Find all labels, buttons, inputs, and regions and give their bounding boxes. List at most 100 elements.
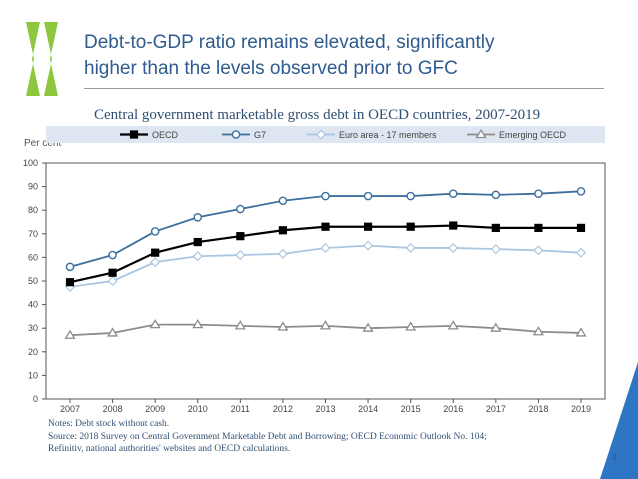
legend-marker xyxy=(231,130,241,139)
data-point xyxy=(449,221,458,230)
legend-marker xyxy=(315,129,327,140)
data-point xyxy=(575,327,587,337)
series-oecd xyxy=(65,221,586,287)
data-point xyxy=(108,250,117,260)
data-point xyxy=(277,321,289,331)
data-point xyxy=(406,222,415,231)
legend-item: OECD xyxy=(120,130,179,140)
data-point xyxy=(192,318,204,329)
data-point xyxy=(533,245,544,256)
data-point xyxy=(532,326,544,336)
data-point xyxy=(448,189,458,198)
data-point xyxy=(235,249,246,261)
data-point xyxy=(575,247,587,258)
data-point xyxy=(107,327,119,337)
y-tick-label: 80 xyxy=(28,205,38,215)
legend-label: Emerging OECD xyxy=(499,130,567,140)
x-tick-label: 2019 xyxy=(571,404,591,414)
data-point xyxy=(236,204,245,214)
data-point xyxy=(363,191,373,201)
data-point xyxy=(321,222,330,231)
y-tick-label: 60 xyxy=(28,252,38,262)
x-tick-label: 2016 xyxy=(443,404,463,414)
data-point xyxy=(576,223,586,233)
slide-title-line1: Debt-to-GDP ratio remains elevated, sign… xyxy=(84,32,495,53)
data-point xyxy=(321,191,330,201)
y-tick-label: 10 xyxy=(28,370,38,380)
legend-item: G7 xyxy=(222,130,266,140)
data-point xyxy=(362,322,374,332)
legend-item: Emerging OECD xyxy=(467,128,567,140)
corner-accent xyxy=(600,362,638,479)
notes-line: Notes: Debt stock without cash. xyxy=(48,419,170,429)
data-point xyxy=(534,223,543,233)
y-tick-label: 0 xyxy=(33,394,38,404)
x-tick-label: 2013 xyxy=(315,404,335,414)
data-point xyxy=(150,257,161,268)
data-point xyxy=(534,189,543,198)
y-tick-label: 50 xyxy=(28,276,38,286)
data-point xyxy=(149,318,161,329)
y-tick-label: 40 xyxy=(28,300,38,310)
data-point xyxy=(65,278,75,287)
data-point xyxy=(363,240,374,251)
data-point xyxy=(65,262,75,272)
data-point xyxy=(278,226,288,235)
data-point xyxy=(108,268,117,277)
x-tick-label: 2007 xyxy=(60,404,80,414)
data-point xyxy=(64,329,76,339)
legend-label: OECD xyxy=(152,130,179,140)
x-tick-label: 2008 xyxy=(103,404,123,414)
data-point xyxy=(278,196,288,206)
legend-item: Euro area - 17 members xyxy=(307,129,437,140)
data-point xyxy=(491,223,500,233)
data-point xyxy=(151,248,160,257)
data-point xyxy=(490,244,501,255)
data-point xyxy=(363,222,373,231)
data-point xyxy=(448,242,459,254)
data-point xyxy=(150,227,160,236)
x-tick-label: 2012 xyxy=(273,404,293,414)
legend-marker xyxy=(129,130,139,139)
y-tick-label: 90 xyxy=(28,182,38,192)
data-point xyxy=(277,248,288,259)
slide-title-line2: higher than the levels observed prior to… xyxy=(84,58,458,79)
data-point xyxy=(193,212,203,222)
data-point xyxy=(406,191,415,201)
series-euro-area-17-members xyxy=(64,240,587,292)
page-number: 4 xyxy=(612,452,618,462)
notes-block: Notes: Debt stock without cash. Source: … xyxy=(48,418,588,456)
x-tick-label: 2018 xyxy=(528,404,548,414)
title-divider xyxy=(84,88,604,89)
data-point xyxy=(576,187,586,196)
series-emerging-oecd xyxy=(64,318,587,339)
source-line-continued: Refinitiv, national authorities' website… xyxy=(48,444,291,454)
series-g7 xyxy=(65,187,586,272)
slide-title: Debt-to-GDP ratio remains elevated, sign… xyxy=(84,30,604,82)
data-point xyxy=(405,242,416,254)
data-point xyxy=(490,322,502,332)
y-tick-label: 30 xyxy=(28,323,38,333)
source-line: Source: 2018 Survey on Central Governmen… xyxy=(48,431,487,442)
data-point xyxy=(447,320,459,330)
x-tick-label: 2011 xyxy=(231,404,250,414)
y-tick-label: 20 xyxy=(28,347,38,357)
x-tick-label: 2010 xyxy=(188,404,208,414)
data-point xyxy=(192,251,203,262)
data-point xyxy=(405,321,417,331)
data-point xyxy=(319,320,332,330)
data-point xyxy=(236,232,245,241)
data-point xyxy=(234,320,246,330)
x-tick-label: 2017 xyxy=(486,404,506,414)
legend-label: G7 xyxy=(254,130,266,140)
data-point xyxy=(107,275,118,287)
x-tick-label: 2015 xyxy=(401,404,421,414)
data-point xyxy=(491,190,501,200)
x-tick-label: 2014 xyxy=(358,404,378,414)
data-point xyxy=(193,237,202,247)
y-tick-label: 70 xyxy=(28,229,38,239)
x-tick-label: 2009 xyxy=(145,404,165,414)
y-axis-label: Per cent xyxy=(24,138,62,149)
legend-label: Euro area - 17 members xyxy=(339,130,437,140)
